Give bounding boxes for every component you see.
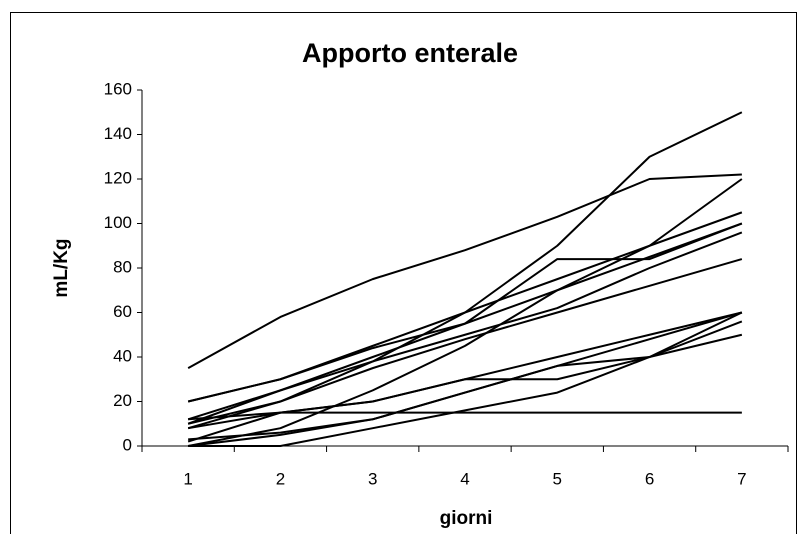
y-tick-label: 120 [104, 168, 132, 187]
x-tick-label: 7 [737, 469, 746, 488]
series-line [188, 311, 743, 441]
series-line [187, 222, 743, 403]
y-tick-label: 80 [113, 257, 132, 276]
y-tick-label: 60 [113, 302, 132, 321]
chart-title: Apporto enterale [302, 38, 518, 68]
y-tick-label: 140 [104, 124, 132, 143]
x-tick-label: 5 [553, 469, 562, 488]
x-tick-label: 2 [276, 469, 285, 488]
x-tick-label: 1 [183, 469, 192, 488]
y-tick-label: 0 [123, 435, 132, 454]
y-tick-label: 40 [113, 346, 132, 365]
y-tick-label: 100 [104, 213, 132, 232]
x-axis-title: giorni [440, 508, 493, 529]
series-line [187, 231, 743, 421]
series-line [187, 411, 742, 443]
y-tick-label: 160 [104, 79, 132, 98]
y-tick-label: 20 [113, 391, 132, 410]
series-line [187, 173, 742, 369]
x-tick-label: 3 [368, 469, 377, 488]
y-axis-title: mL/Kg [51, 238, 72, 297]
series-line [187, 258, 743, 425]
series-line [188, 333, 743, 447]
x-tick-label: 4 [460, 469, 469, 488]
x-tick-label: 6 [645, 469, 654, 488]
